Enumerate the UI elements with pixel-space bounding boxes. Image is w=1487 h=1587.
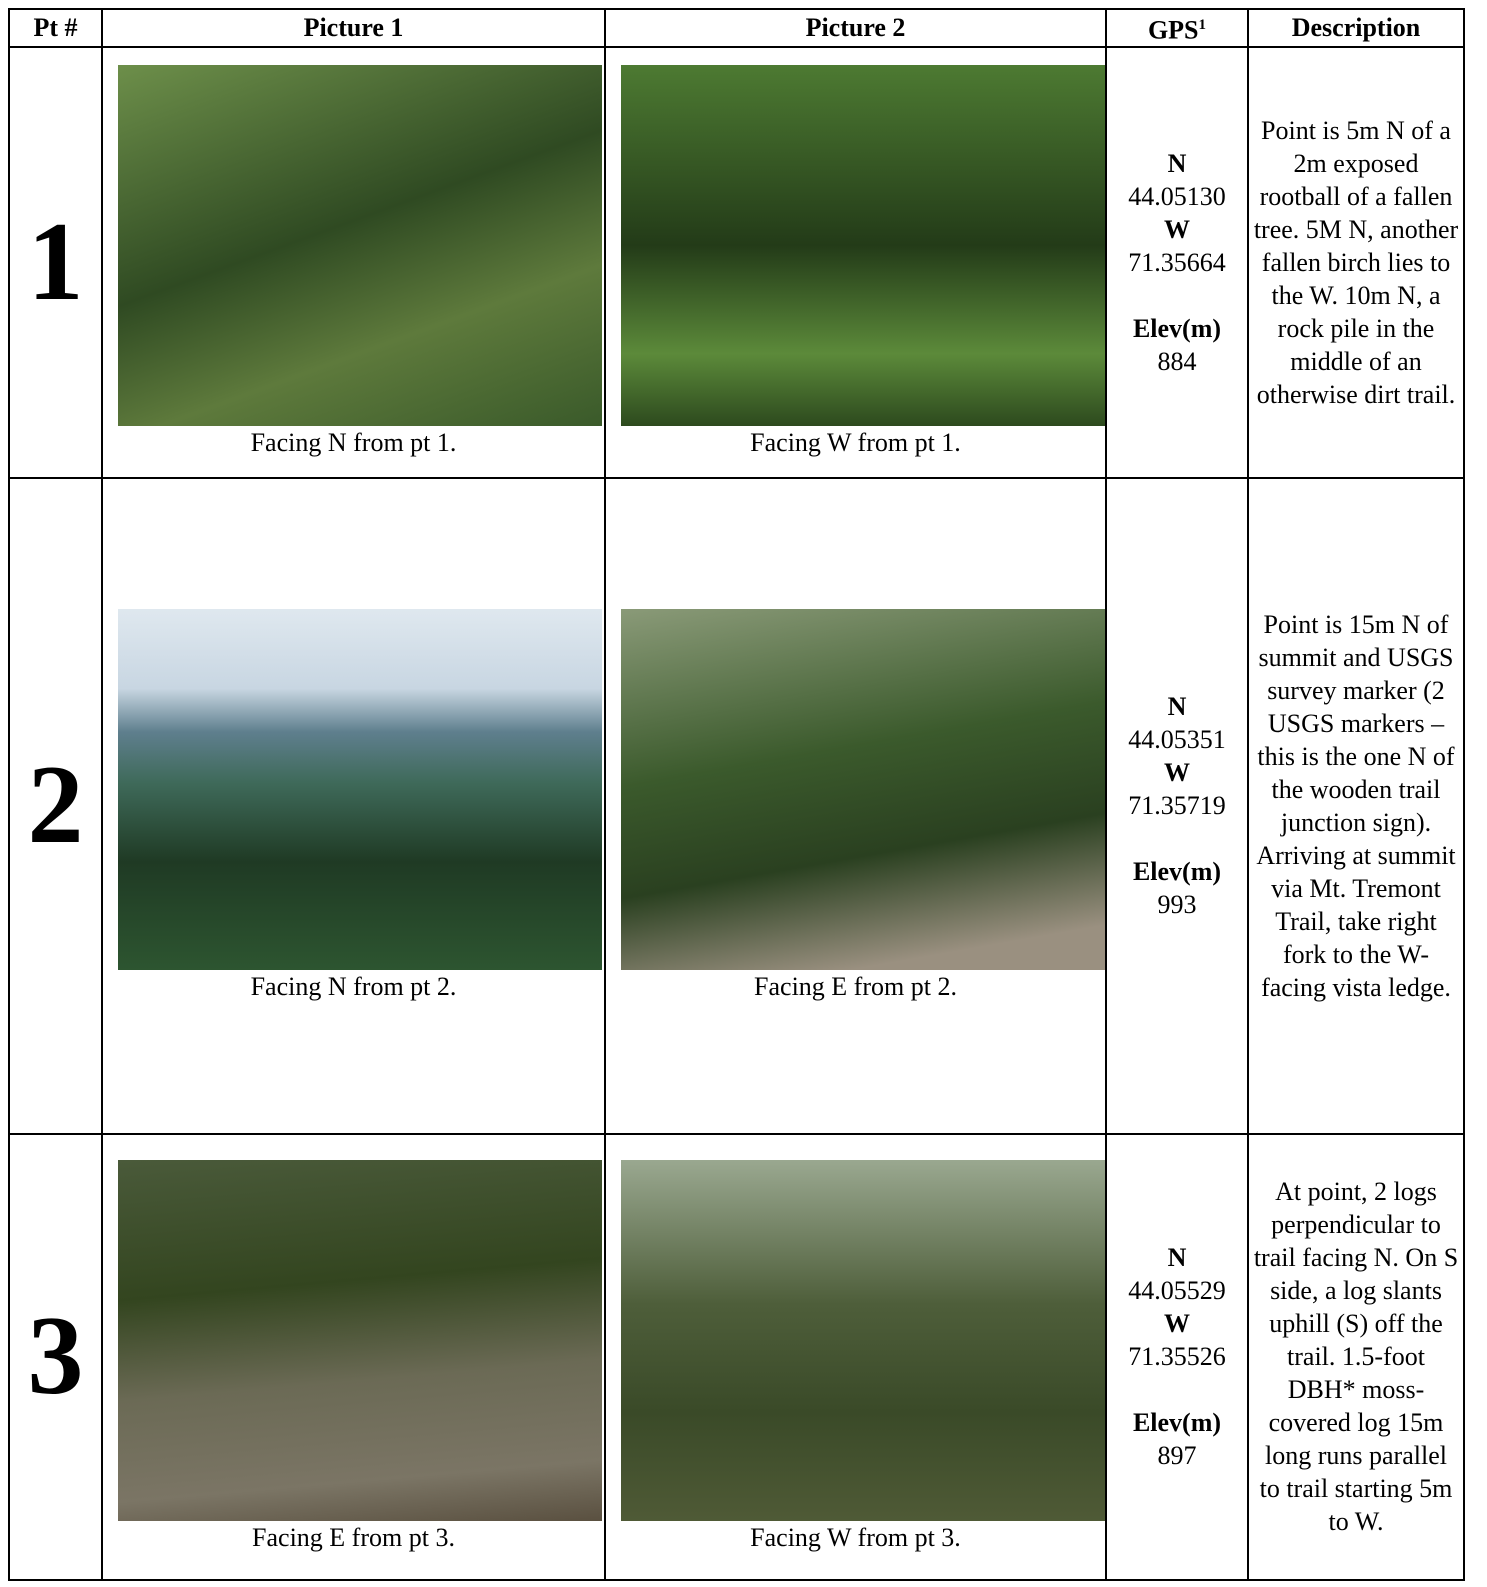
- gps-value: 993: [1157, 890, 1197, 920]
- description: Point is 15m N of summit and USGS survey…: [1247, 476, 1465, 1135]
- gps-value: 897: [1157, 1441, 1197, 1471]
- photo: [118, 65, 602, 427]
- point-row: 3 Facing E from pt 3. Facing W from pt 3. N…: [8, 1132, 1465, 1581]
- header-cell: Picture 2: [604, 8, 1107, 48]
- gps-value: 71.35664: [1128, 247, 1226, 277]
- gps-cell: N 44.05130 W 71.35664 Elev(m) 884: [1105, 45, 1249, 479]
- gps-label: W: [1164, 758, 1190, 788]
- point-row: 1 Facing N from pt 1. Facing W from pt 1. N…: [8, 45, 1465, 479]
- photo-caption: Facing E from pt 2.: [754, 971, 957, 1001]
- photo-caption: Facing N from pt 2.: [250, 971, 457, 1001]
- header-cell: Pt #: [8, 8, 103, 48]
- point-number: 1: [8, 45, 103, 479]
- header-cell: GPS1: [1105, 8, 1249, 48]
- photo-caption: Facing W from pt 3.: [750, 1522, 961, 1552]
- picture-cell: Facing E from pt 2.: [604, 476, 1107, 1135]
- point-table: Pt # Picture 1 Picture 2 GPS1 Descriptio…: [8, 8, 1465, 1581]
- gps-label: Elev(m): [1132, 857, 1222, 887]
- description: Point is 5m N of a 2m exposed rootball o…: [1247, 45, 1465, 479]
- point-row: 2 Facing N from pt 2. Facing E from pt 2. N…: [8, 476, 1465, 1135]
- picture-cell: Facing E from pt 3.: [101, 1132, 606, 1581]
- picture-cell: Facing N from pt 2.: [101, 476, 606, 1135]
- gps-cell: N 44.05351 W 71.35719 Elev(m) 993: [1105, 476, 1249, 1135]
- photo-caption: Facing W from pt 1.: [750, 428, 961, 458]
- photo: [621, 608, 1105, 970]
- gps-label: N: [1167, 148, 1187, 178]
- photo-caption: Facing N from pt 1.: [250, 428, 457, 458]
- photo: [118, 1159, 602, 1521]
- gps-label: W: [1164, 214, 1190, 244]
- point-number: 2: [8, 476, 103, 1135]
- gps-value: 71.35719: [1128, 791, 1226, 821]
- photo: [621, 65, 1105, 427]
- photo: [621, 1159, 1105, 1521]
- picture-cell: Facing N from pt 1.: [101, 45, 606, 479]
- gps-label: W: [1164, 1309, 1190, 1339]
- gps-cell: N 44.05529 W 71.35526 Elev(m) 897: [1105, 1132, 1249, 1581]
- header-text: GPS: [1147, 15, 1199, 45]
- picture-cell: Facing W from pt 1.: [604, 45, 1107, 479]
- spacer: [1107, 1373, 1247, 1406]
- header-cell: Description: [1247, 8, 1465, 48]
- photo-caption: Facing E from pt 3.: [252, 1522, 455, 1552]
- gps-label: Elev(m): [1132, 1408, 1222, 1438]
- header-row: Pt # Picture 1 Picture 2 GPS1 Descriptio…: [8, 8, 1465, 48]
- gps-value: 71.35526: [1128, 1342, 1226, 1372]
- gps-label: N: [1167, 692, 1187, 722]
- gps-value: 44.05130: [1128, 181, 1226, 211]
- gps-value: 44.05351: [1128, 725, 1226, 755]
- photo: [118, 608, 602, 970]
- gps-label: Elev(m): [1132, 313, 1222, 343]
- spacer: [1107, 279, 1247, 312]
- description: At point, 2 logs perpendicular to trail …: [1247, 1132, 1465, 1581]
- footnote-mark: 1: [1198, 17, 1207, 33]
- gps-label: N: [1167, 1243, 1187, 1273]
- gps-value: 44.05529: [1128, 1276, 1226, 1306]
- point-number: 3: [8, 1132, 103, 1581]
- gps-value: 884: [1157, 346, 1197, 376]
- table-body: 1 Facing N from pt 1. Facing W from pt 1. N…: [8, 45, 1465, 1581]
- spacer: [1107, 822, 1247, 855]
- header-cell: Picture 1: [101, 8, 606, 48]
- picture-cell: Facing W from pt 3.: [604, 1132, 1107, 1581]
